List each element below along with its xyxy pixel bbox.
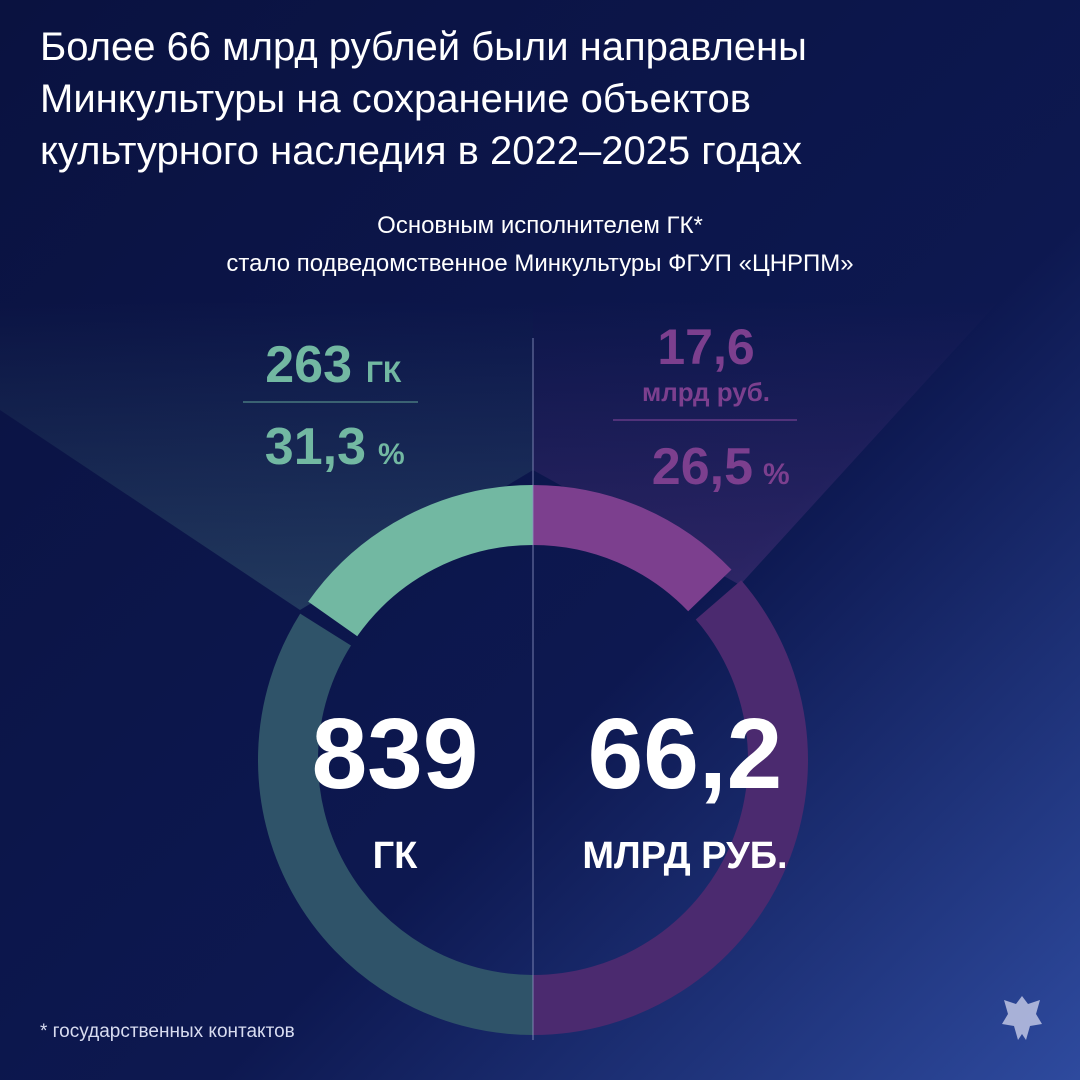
- total-value: 66,2: [588, 698, 783, 810]
- title-line: культурного наследия в 2022–2025 годах: [40, 129, 802, 173]
- share-value: 31,3: [265, 418, 366, 476]
- ring-rest: [258, 613, 534, 1035]
- footnote: * государственных контактов: [40, 1021, 295, 1042]
- share-value: 26,5: [652, 438, 753, 496]
- total-unit: ГК: [373, 835, 419, 877]
- subtitle: Основным исполнителем ГК* стало подведомс…: [226, 212, 853, 277]
- ring-share: [308, 485, 534, 637]
- share-unit: %: [378, 438, 405, 471]
- part-unit: ГК: [366, 356, 402, 389]
- title-line: Более 66 млрд рублей были направлены: [40, 25, 807, 69]
- part-value: 17,6: [657, 319, 754, 375]
- ring-rest: [532, 580, 808, 1035]
- share-unit: %: [763, 458, 790, 491]
- subtitle-line: Основным исполнителем ГК*: [377, 212, 703, 239]
- total-value: 839: [312, 698, 479, 810]
- part-unit: млрд руб.: [642, 377, 770, 407]
- title: Более 66 млрд рублей были направлены Минк…: [40, 25, 807, 173]
- light-beam: [533, 300, 1080, 585]
- donut: [258, 485, 808, 1035]
- title-line: Минкультуры на сохранение объектов: [40, 77, 751, 121]
- total-unit: МЛРД РУБ.: [582, 835, 787, 877]
- ring-share: [532, 485, 732, 612]
- part-value: 263: [265, 336, 352, 394]
- emblem: [1002, 996, 1042, 1040]
- subtitle-line: стало подведомственное Минкультуры ФГУП …: [226, 250, 853, 277]
